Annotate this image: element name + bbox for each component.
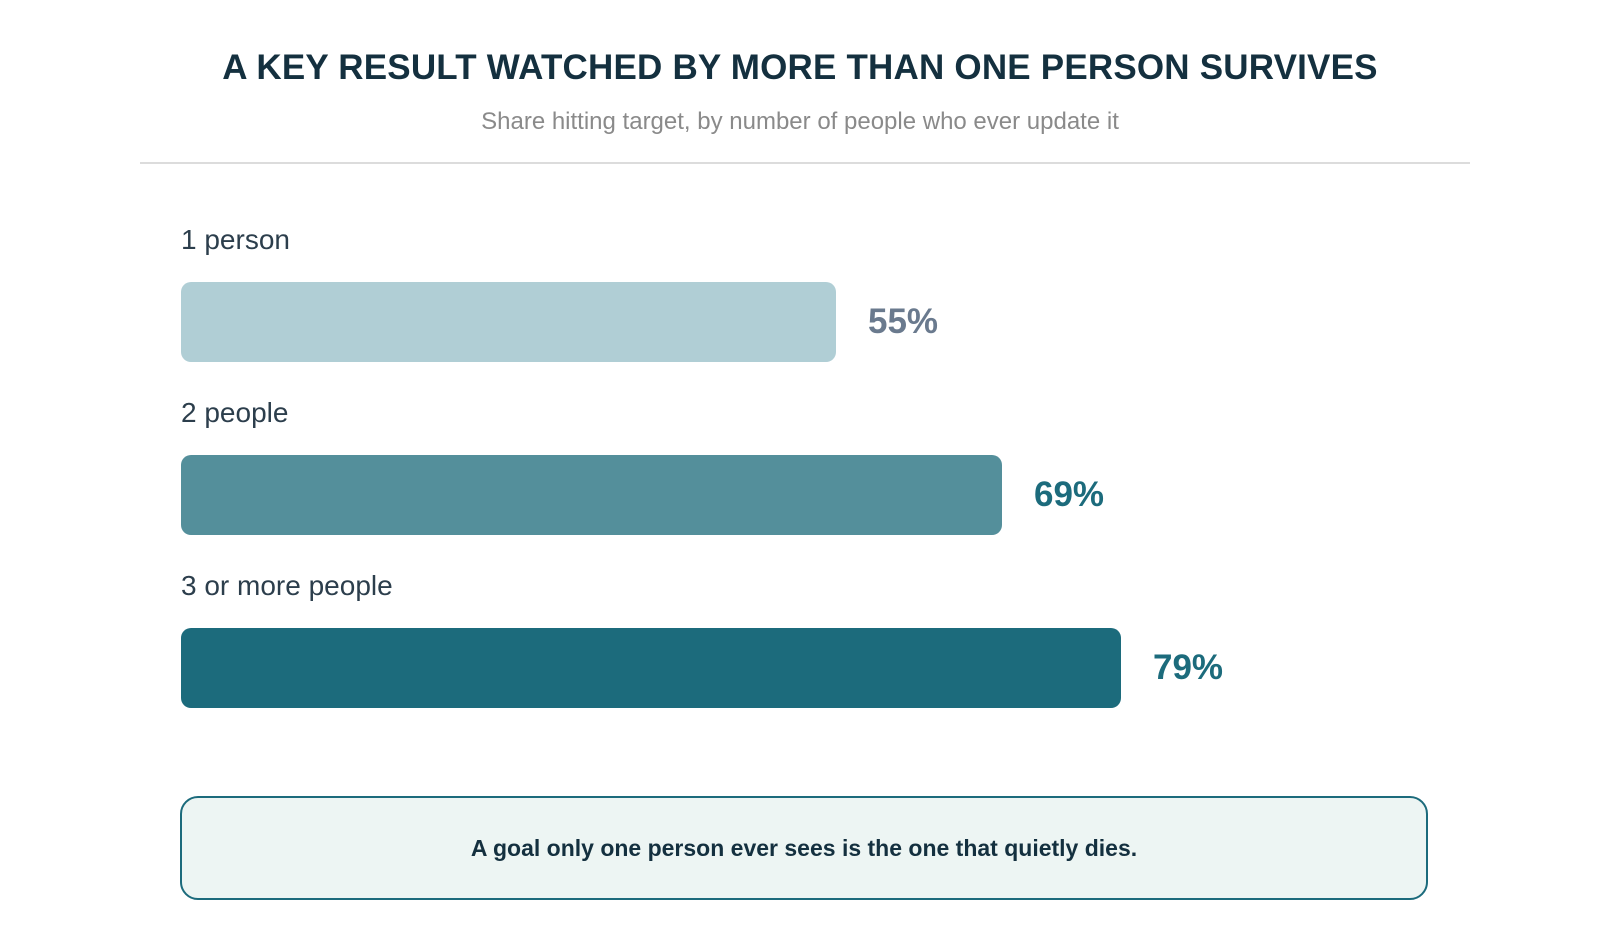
- bar-value-label: 55%: [868, 302, 939, 341]
- category-label: 1 person: [181, 224, 290, 255]
- bar-value-label: 79%: [1153, 648, 1224, 687]
- bar: [181, 282, 836, 362]
- category-label: 2 people: [181, 397, 289, 428]
- bar-value-label: 69%: [1034, 475, 1105, 514]
- bar-chart: 1 person 55% 2 people 69% 3 or more people 79…: [181, 224, 1224, 708]
- callout-text: A goal only one person ever sees is the …: [470, 834, 1138, 861]
- bar: [181, 628, 1121, 708]
- header-divider: [140, 162, 1470, 164]
- callout-box: A goal only one person ever sees is the …: [180, 796, 1428, 900]
- category-label: 3 or more people: [181, 570, 393, 601]
- bar: [181, 455, 1002, 535]
- chart-title: A KEY RESULT WATCHED BY MORE THAN ONE PE…: [222, 48, 1378, 87]
- chart-subtitle: Share hitting target, by number of peopl…: [481, 108, 1119, 135]
